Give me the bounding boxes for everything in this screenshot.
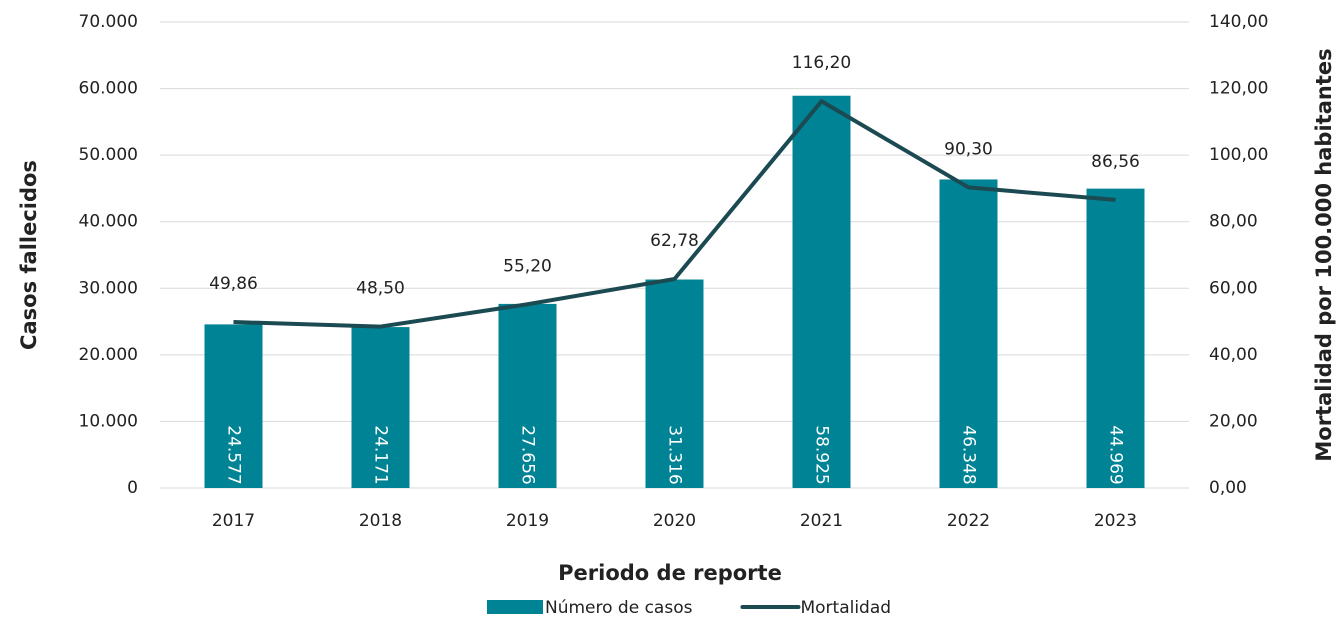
y2-tick-label: 140,00 (1209, 12, 1268, 32)
y-axis-title: Casos fallecidos (17, 160, 41, 350)
y-tick-label: 50.000 (79, 145, 138, 165)
bar (792, 95, 851, 489)
bar (939, 179, 998, 488)
bar (351, 327, 410, 488)
legend-label: Número de casos (545, 598, 693, 618)
line (233, 99, 1116, 329)
y2-tick-label: 60,00 (1209, 278, 1258, 298)
line-value-label: 55,20 (503, 256, 552, 276)
x-tick-label: 2023 (1094, 511, 1137, 531)
bar (204, 324, 263, 488)
x-tick-label: 2018 (359, 511, 402, 531)
bar (645, 279, 704, 488)
bar-value-label: 24.577 (224, 425, 244, 484)
line-value-label: 48,50 (356, 279, 405, 299)
bar-value-label: 46.348 (959, 425, 979, 484)
y-tick-label: 10.000 (79, 411, 138, 431)
bar (1086, 188, 1145, 488)
bar-value-label: 44.969 (1106, 425, 1126, 484)
y2-tick-label: 40,00 (1209, 345, 1258, 365)
y2-tick-label: 80,00 (1209, 212, 1258, 232)
y-tick-label: 40.000 (79, 212, 138, 232)
bar (498, 303, 557, 488)
x-tick-label: 2021 (800, 511, 843, 531)
bar-value-label: 58.925 (812, 425, 832, 484)
y2-tick-label: 20,00 (1209, 411, 1258, 431)
x-tick-label: 2020 (653, 511, 696, 531)
y-tick-label: 30.000 (79, 278, 138, 298)
line-value-label: 86,56 (1091, 152, 1140, 172)
x-tick-label: 2019 (506, 511, 549, 531)
y-tick-label: 60.000 (79, 79, 138, 99)
legend-swatch (487, 600, 543, 614)
bar-value-label: 31.316 (665, 425, 685, 484)
bar-value-label: 24.171 (371, 425, 391, 484)
line-value-label: 49,86 (209, 274, 258, 294)
line-value-label: 116,20 (792, 53, 851, 73)
y-tick-label: 0 (127, 478, 138, 498)
line-value-label: 62,78 (650, 231, 699, 251)
line-value-label: 90,30 (944, 139, 993, 159)
y2-tick-label: 0,00 (1209, 478, 1247, 498)
x-tick-label: 2017 (212, 511, 255, 531)
y-tick-label: 20.000 (79, 345, 138, 365)
bar-value-label: 27.656 (518, 425, 538, 484)
y2-tick-label: 120,00 (1209, 79, 1268, 99)
y-tick-label: 70.000 (79, 12, 138, 32)
x-axis-title: Periodo de reporte (558, 561, 782, 585)
x-tick-label: 2022 (947, 511, 990, 531)
y2-tick-label: 100,00 (1209, 145, 1268, 165)
y2-axis-title: Mortalidad por 100.000 habitantes (1312, 48, 1336, 461)
legend-label: Mortalidad (800, 598, 891, 618)
